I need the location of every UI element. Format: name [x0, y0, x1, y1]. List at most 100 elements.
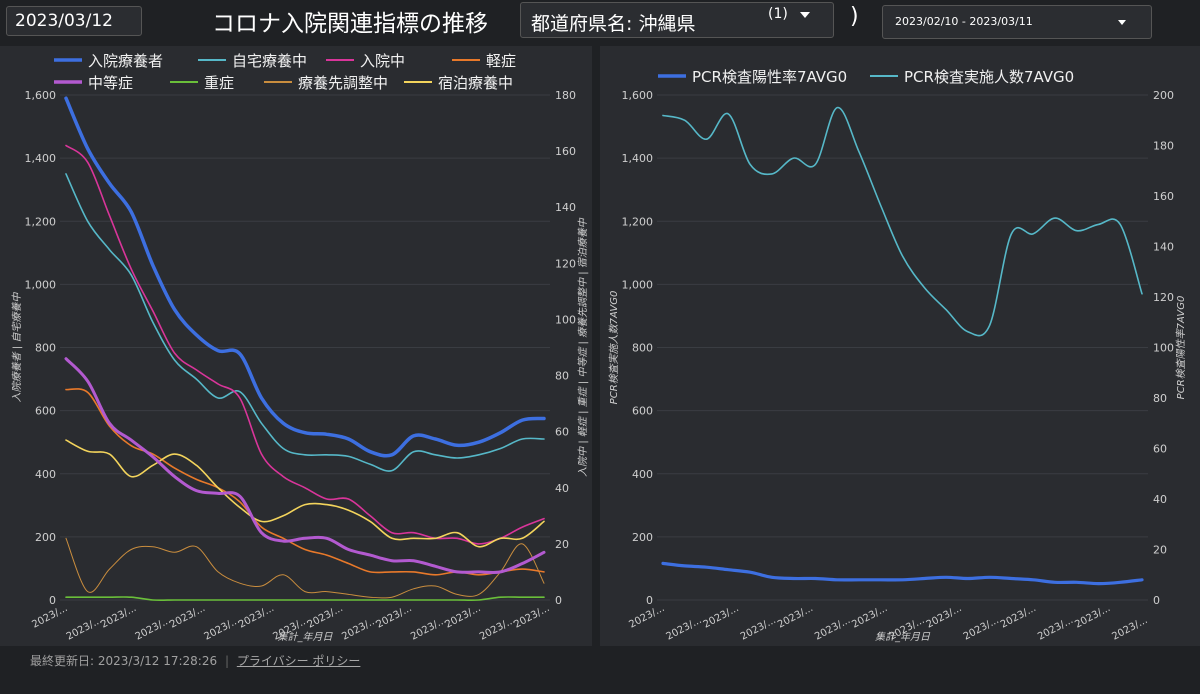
y-left-tick-label: 1,000	[25, 278, 57, 291]
y-left-tick-label: 600	[35, 405, 56, 418]
series-line	[661, 561, 1144, 586]
legend-label: 自宅療養中	[232, 52, 307, 70]
y-right-tick-label: 120	[1153, 291, 1174, 304]
y-left-tick-label: 1,200	[622, 215, 654, 228]
y-right-tick-label: 120	[555, 257, 576, 270]
legend-label: PCR検査実施人数7AVG0	[904, 68, 1074, 86]
prefecture-select-label: 都道府県名: 沖縄県	[531, 13, 696, 35]
y-left-tick-label: 800	[632, 342, 653, 355]
x-tick-label: 2023/...	[375, 603, 414, 631]
caret-down-icon[interactable]	[1118, 20, 1126, 25]
y-left-tick-label: 0	[49, 594, 56, 607]
y-right-tick-label: 100	[1153, 342, 1174, 355]
x-tick-label: 2023/...	[1073, 603, 1112, 631]
x-tick-label: 2023/...	[1110, 615, 1149, 643]
series-line	[65, 596, 545, 602]
date-range-label: 2023/02/10 - 2023/03/11	[895, 15, 1033, 28]
y-right-tick-label: 20	[555, 538, 569, 551]
y-right-axis-title: 入院中 | 軽症 | 重症 | 中等症 | 療養先調整中 | 宿泊療養中	[577, 217, 589, 477]
x-tick-label: 2023/...	[99, 603, 138, 631]
x-axis-title: 集計_年月日	[278, 631, 334, 643]
hospitalization-chart-panel: 0 200 400 600 800 1,000 1,200 1,400 1,600 0 20 40 60…	[0, 46, 592, 646]
y-right-tick-label: 140	[555, 201, 576, 214]
y-left-axis-title: 入院療養者 | 自宅療養中	[11, 292, 23, 403]
x-tick-label: 2023/...	[813, 615, 852, 643]
x-tick-label: 2023/...	[237, 603, 276, 631]
x-tick-label: 2023/...	[512, 603, 551, 631]
x-axis-title: 集計_年月日	[875, 631, 931, 643]
series-line	[65, 173, 545, 472]
x-tick-label: 2023/...	[444, 603, 483, 631]
x-tick-label: 2023/...	[999, 603, 1038, 631]
y-right-tick-label: 60	[555, 426, 569, 439]
legend-label: 宿泊療養中	[438, 74, 513, 92]
y-left-tick-label: 1,200	[25, 215, 57, 228]
x-tick-label: 2023/...	[850, 603, 889, 631]
x-tick-label: 2023/...	[702, 603, 741, 631]
y-left-tick-label: 400	[35, 468, 56, 481]
y-left-tick-label: 200	[35, 531, 56, 544]
y-right-tick-label: 0	[555, 594, 562, 607]
legend-label: 軽症	[486, 52, 516, 70]
y-left-tick-label: 1,600	[622, 89, 654, 102]
prefecture-count: (1)	[768, 6, 788, 22]
x-tick-label: 2023/...	[65, 615, 104, 643]
series-line	[662, 106, 1143, 337]
legend-label: 入院療養者	[88, 52, 163, 70]
x-tick-label: 2023/...	[962, 615, 1001, 643]
y-right-tick-label: 80	[1153, 392, 1167, 405]
footer-separator: |	[224, 654, 229, 668]
x-tick-label: 2023/...	[203, 615, 242, 643]
y-right-tick-label: 40	[555, 482, 569, 495]
y-right-tick-label: 140	[1153, 241, 1174, 254]
legend-label: 入院中	[360, 52, 405, 70]
series-line	[65, 439, 545, 548]
series-line	[64, 357, 546, 575]
x-tick-label: 2023/...	[340, 615, 379, 643]
x-tick-label: 2023/...	[925, 603, 964, 631]
x-tick-label: 2023/...	[306, 603, 345, 631]
footer: 最終更新日: 2023/3/12 17:28:26 | プライバシー ポリシー	[30, 652, 360, 669]
x-tick-label: 2023/...	[134, 615, 173, 643]
chevron-down-icon[interactable]	[800, 12, 810, 18]
page-title: コロナ入院関連指標の推移	[212, 11, 488, 37]
title-paren: )	[850, 4, 859, 29]
x-tick-label: 2023/...	[478, 615, 517, 643]
y-left-tick-label: 400	[632, 468, 653, 481]
y-left-tick-label: 200	[632, 531, 653, 544]
y-right-tick-label: 40	[1153, 493, 1167, 506]
y-right-tick-label: 180	[555, 89, 576, 102]
x-tick-label: 2023/...	[627, 603, 666, 631]
date-range-select[interactable]: 2023/02/10 - 2023/03/11	[882, 5, 1152, 39]
x-tick-label: 2023/...	[409, 615, 448, 643]
series-line	[65, 537, 545, 599]
y-right-axis-title: PCR検査陽性率7AVG0	[1175, 296, 1187, 400]
x-tick-label: 2023/...	[1036, 615, 1075, 643]
y-right-tick-label: 160	[1153, 190, 1174, 203]
y-right-tick-label: 80	[555, 370, 569, 383]
y-left-axis-title: PCR検査実施人数7AVG0	[608, 291, 620, 405]
y-right-tick-label: 200	[1153, 89, 1174, 102]
y-left-tick-label: 1,000	[622, 278, 654, 291]
legend-label: 重症	[204, 74, 234, 92]
x-tick-label: 2023/...	[168, 603, 207, 631]
x-tick-label: 2023/...	[665, 615, 704, 643]
y-left-tick-label: 800	[35, 342, 56, 355]
pcr-chart-panel: 0 200 400 600 800 1,000 1,200 1,400 1,600 0 20 40 60…	[600, 46, 1200, 646]
x-tick-label: 2023/...	[30, 603, 69, 631]
y-right-tick-label: 180	[1153, 140, 1174, 153]
y-left-tick-label: 1,400	[622, 152, 654, 165]
report-date[interactable]: 2023/03/12	[6, 6, 142, 36]
privacy-policy-link[interactable]: プライバシー ポリシー	[236, 654, 361, 668]
y-left-tick-label: 1,600	[25, 89, 57, 102]
series-line	[65, 144, 545, 545]
y-left-tick-label: 600	[632, 405, 653, 418]
y-right-tick-label: 160	[555, 145, 576, 158]
prefecture-select[interactable]: 都道府県名: 沖縄県	[520, 2, 834, 38]
y-left-tick-label: 1,400	[25, 152, 57, 165]
series-line	[64, 96, 546, 458]
legend-label: 中等症	[88, 74, 133, 92]
hospitalization-chart: 0 200 400 600 800 1,000 1,200 1,400 1,600 0 20 40 60…	[11, 52, 589, 643]
y-right-tick-label: 0	[1153, 594, 1160, 607]
legend-label: PCR検査陽性率7AVG0	[692, 68, 847, 86]
